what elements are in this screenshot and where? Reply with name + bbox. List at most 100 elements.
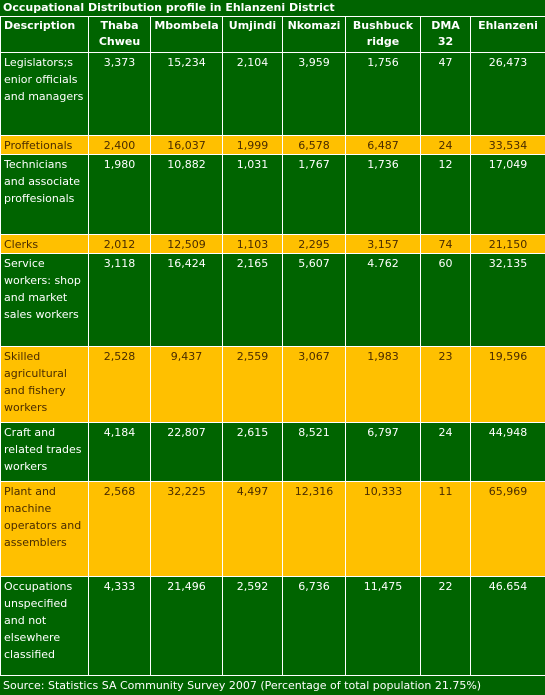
- cell-text: 2,400: [103, 139, 136, 152]
- table-cell: 4.762: [345, 253, 421, 347]
- table-cell: 5,607: [282, 253, 346, 347]
- cell-text: 1,999: [236, 139, 269, 152]
- table-cell: Description: [0, 16, 89, 53]
- table-cell: 1,767: [282, 154, 346, 235]
- table-cell: 1,736: [345, 154, 421, 235]
- cell-text: 12,509: [167, 238, 206, 251]
- cell-text: 2,615: [236, 426, 269, 439]
- table: Description Thaba Chweu Mbombela Umjindi Nko…: [0, 16, 545, 695]
- table-cell: 4,497: [222, 481, 283, 577]
- table-cell: Craft and related trades workers: [0, 422, 89, 482]
- cell-text: 1,983: [367, 350, 399, 363]
- table-cell: Bushbuck ridge: [345, 16, 421, 53]
- cell-text: 10,333: [363, 485, 403, 498]
- table-cell: 47: [420, 52, 471, 136]
- cell-text: 44,948: [488, 426, 528, 439]
- table-cell: 12,316: [282, 481, 346, 577]
- table-cell: 2,568: [88, 481, 151, 577]
- table-cell: 15,234: [150, 52, 223, 136]
- table-cell: Legislators;s enior officials and manage…: [0, 52, 89, 136]
- table-cell: 3,373: [88, 52, 151, 136]
- cell-text: 2,568: [103, 485, 136, 498]
- cell-text: Thaba Chweu: [98, 19, 141, 48]
- table-cell: 2,592: [222, 576, 283, 676]
- cell-text: 3,157: [367, 238, 399, 251]
- table-cell: 17,049: [470, 154, 545, 235]
- table-cell: 32,135: [470, 253, 545, 347]
- cell-text: 22: [438, 580, 453, 593]
- cell-text: Mbombela: [154, 19, 219, 32]
- table-cell: 1,756: [345, 52, 421, 136]
- table-row: Legislators;s enior officials and manage…: [0, 52, 545, 136]
- cell-text: 24: [438, 139, 453, 152]
- cell-text: 5,607: [298, 257, 330, 270]
- cell-text: 6,487: [367, 139, 399, 152]
- table-cell: 46.654: [470, 576, 545, 676]
- cell-text: 23: [438, 350, 453, 363]
- table-cell: Nkomazi: [282, 16, 346, 53]
- table-cell: 1,983: [345, 346, 421, 423]
- cell-text: 2,295: [298, 238, 330, 251]
- table-cell: 2,104: [222, 52, 283, 136]
- cell-text: Bushbuck ridge: [352, 19, 414, 48]
- cell-text: 15,234: [167, 56, 206, 69]
- table-cell: 2,559: [222, 346, 283, 423]
- cell-text: 4,184: [103, 426, 136, 439]
- table-cell: 16,424: [150, 253, 223, 347]
- table-cell: Plant and machine operators and assemble…: [0, 481, 89, 577]
- cell-text: 65,969: [488, 485, 528, 498]
- table-cell: 65,969: [470, 481, 545, 577]
- cell-text: 2,559: [236, 350, 269, 363]
- table-cell: 3,959: [282, 52, 346, 136]
- table-cell: DMA 32: [420, 16, 471, 53]
- table-cell: 3,118: [88, 253, 151, 347]
- cell-text: 1,980: [103, 158, 136, 171]
- cell-text: 17,049: [488, 158, 528, 171]
- cell-text: 2,165: [236, 257, 269, 270]
- table-cell: 26,473: [470, 52, 545, 136]
- cell-text: 12: [438, 158, 453, 171]
- table-cell: Occupations unspecified and not elsewher…: [0, 576, 89, 676]
- table-cell: 21,496: [150, 576, 223, 676]
- cell-text: 24: [438, 426, 453, 439]
- table-cell: Mbombela: [150, 16, 223, 53]
- table-cell: 22: [420, 576, 471, 676]
- table-cell: Umjindi: [222, 16, 283, 53]
- cell-text: Craft and related trades workers: [4, 426, 82, 473]
- cell-text: 2,528: [103, 350, 136, 363]
- cell-text: Ehlanzeni: [478, 19, 538, 32]
- table-cell: 23: [420, 346, 471, 423]
- table-cell: 19,596: [470, 346, 545, 423]
- table-cell: 8,521: [282, 422, 346, 482]
- table-cell: 74: [420, 234, 471, 254]
- cell-text: 16,424: [167, 257, 206, 270]
- cell-text: 3,118: [103, 257, 136, 270]
- table-row: Description Thaba Chweu Mbombela Umjindi Nko…: [0, 16, 545, 53]
- cell-text: 46.654: [488, 580, 528, 593]
- table-cell: Clerks: [0, 234, 89, 254]
- cell-text: 60: [438, 257, 453, 270]
- table-cell: 1,103: [222, 234, 283, 254]
- table-cell: 4,184: [88, 422, 151, 482]
- cell-text: 1,736: [367, 158, 399, 171]
- table-row: Plant and machine operators and assemble…: [0, 481, 545, 577]
- cell-text: 21,150: [488, 238, 528, 251]
- cell-text: Description: [4, 19, 76, 32]
- cell-text: 3,067: [298, 350, 330, 363]
- cell-text: 6,797: [367, 426, 399, 439]
- cell-text: 6,736: [298, 580, 330, 593]
- cell-text: Occupations unspecified and not elsewher…: [4, 580, 73, 661]
- table-cell: 6,578: [282, 135, 346, 155]
- table-cell: 10,882: [150, 154, 223, 235]
- table-cell: 1,999: [222, 135, 283, 155]
- table-cell: 60: [420, 253, 471, 347]
- table-cell: 1,031: [222, 154, 283, 235]
- table-cell: 6,487: [345, 135, 421, 155]
- cell-text: 1,756: [367, 56, 399, 69]
- table-row: Technicians and associate proffesionals 1…: [0, 154, 545, 235]
- table-cell: 1,980: [88, 154, 151, 235]
- cell-text: 22,807: [167, 426, 206, 439]
- cell-text: 2,104: [236, 56, 269, 69]
- cell-text: 16,037: [167, 139, 206, 152]
